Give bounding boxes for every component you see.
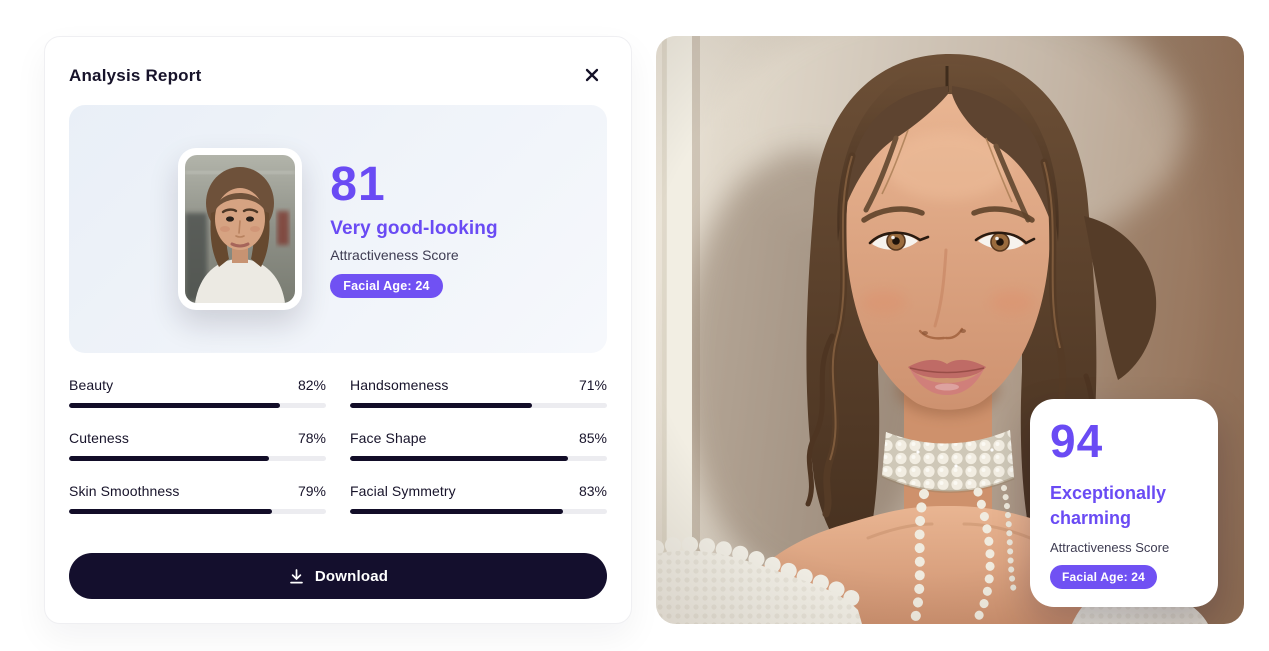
score-label: Attractiveness Score [330, 246, 459, 263]
metric-progress-fill [350, 403, 533, 408]
metric-progress-track [350, 509, 607, 514]
metric-progress-fill [350, 456, 569, 461]
report-title: Analysis Report [69, 66, 202, 85]
metric-item: Face Shape 85% [350, 430, 607, 461]
metric-label: Face Shape [350, 430, 427, 446]
metric-progress-track [350, 456, 607, 461]
metric-value: 79% [297, 483, 326, 499]
report-header: Analysis Report [69, 63, 607, 89]
photo-panel: 94 Exceptionally charming Attractiveness… [656, 36, 1244, 624]
close-button[interactable] [579, 63, 605, 89]
metric-label: Beauty [69, 377, 114, 393]
analyzed-photo-thumbnail [178, 148, 303, 310]
metric-progress-track [69, 403, 326, 408]
score-summary-text: 81 Very good-looking Attractiveness Scor… [330, 157, 498, 298]
metric-item: Skin Smoothness 79% [69, 483, 326, 514]
metric-label: Handsomeness [350, 377, 449, 393]
metric-label: Facial Symmetry [350, 483, 456, 499]
facial-age-badge: Facial Age: 24 [330, 273, 443, 298]
score-summary-panel: 81 Very good-looking Attractiveness Scor… [69, 105, 607, 353]
metric-progress-fill [69, 509, 273, 514]
metric-item: Facial Symmetry 83% [350, 483, 607, 514]
overlay-score-value: 94 [1050, 414, 1104, 467]
metric-progress-fill [69, 456, 270, 461]
overlay-facial-age-badge: Facial Age: 24 [1050, 565, 1158, 589]
metric-value: 71% [578, 377, 607, 393]
metric-value: 78% [297, 430, 326, 446]
metric-progress-fill [350, 509, 564, 514]
photo-score-overlay-card: 94 Exceptionally charming Attractiveness… [1030, 398, 1218, 607]
metric-value: 85% [578, 430, 607, 446]
metric-value: 82% [297, 377, 326, 393]
metrics-grid: Beauty 82% Handsomeness 71% Cuteness 78% [69, 377, 607, 514]
download-button[interactable]: Download [69, 553, 607, 599]
metric-progress-fill [69, 403, 280, 408]
attractiveness-score-value: 81 [330, 157, 386, 211]
metric-item: Handsomeness 71% [350, 377, 607, 408]
overlay-score-verdict: Exceptionally charming [1050, 482, 1167, 528]
metric-progress-track [69, 456, 326, 461]
metric-value: 83% [578, 483, 607, 499]
download-button-label: Download [314, 567, 389, 585]
metric-item: Cuteness 78% [69, 430, 326, 461]
metric-progress-track [69, 509, 326, 514]
metric-label: Cuteness [69, 430, 129, 446]
metric-progress-track [350, 403, 607, 408]
score-verdict: Very good-looking [330, 217, 498, 239]
metric-item: Beauty 82% [69, 377, 326, 408]
analysis-report-card: Analysis Report [44, 36, 632, 624]
download-icon [288, 568, 305, 585]
close-icon [584, 67, 600, 86]
thumbnail-portrait-illustration [185, 155, 296, 303]
metric-label: Skin Smoothness [69, 483, 180, 499]
overlay-score-label: Attractiveness Score [1050, 540, 1170, 555]
